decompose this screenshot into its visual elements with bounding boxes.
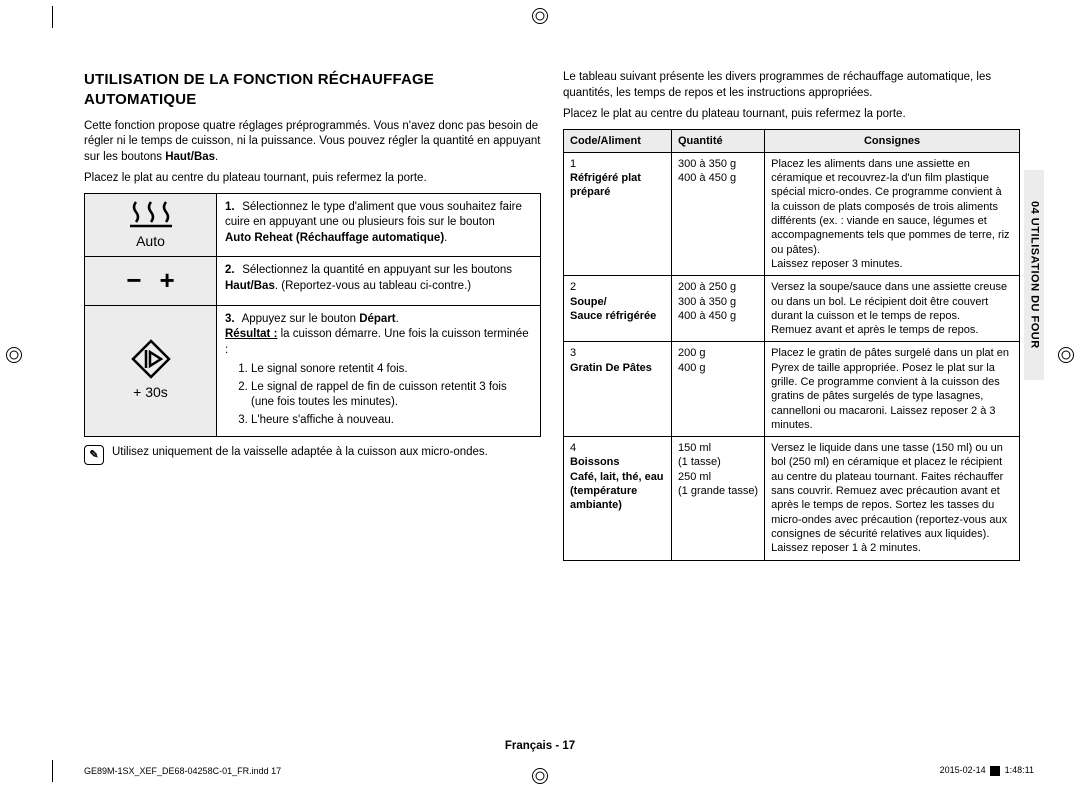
registration-mark-left: [6, 347, 22, 363]
start-label: + 30s: [133, 383, 168, 402]
instr-cell: Placez les aliments dans une assiette en…: [765, 152, 1020, 275]
minus-icon: −: [126, 263, 141, 298]
col-header-instr: Consignes: [765, 129, 1020, 152]
table-row: 2Soupe/Sauce réfrigérée200 à 250 g300 à …: [564, 276, 1020, 342]
programme-table-body: 1Réfrigéré plat préparé300 à 350 g400 à …: [564, 152, 1020, 560]
instr-cell: Placez le gratin de pâtes surgelé dans u…: [765, 342, 1020, 437]
qty-cell: 200 à 250 g300 à 350 g400 à 450 g: [672, 276, 765, 342]
footer-filename: GE89M-1SX_XEF_DE68-04258C-01_FR.indd 17: [84, 766, 281, 776]
right-intro-2: Placez le plat au centre du plateau tour…: [563, 107, 1020, 123]
page-number: Français - 17: [0, 740, 1080, 752]
table-row: 3Gratin De Pâtes200 g400 gPlacez le grat…: [564, 342, 1020, 437]
code-cell: 4BoissonsCafé, lait, thé, eau(températur…: [564, 437, 672, 560]
plus-minus-icon-cell: − +: [85, 257, 217, 305]
code-cell: 3Gratin De Pâtes: [564, 342, 672, 437]
left-column: UTILISATION DE LA FONCTION RÉCHAUFFAGE A…: [84, 70, 541, 748]
step-row-1: Auto 1. Sélectionnez le type d'aliment q…: [85, 193, 541, 257]
programme-table: Code/Aliment Quantité Consignes 1Réfrigé…: [563, 129, 1020, 561]
step-1-text: 1. Sélectionnez le type d'aliment que vo…: [217, 193, 541, 257]
qty-cell: 150 ml(1 tasse)250 ml(1 grande tasse): [672, 437, 765, 560]
auto-label: Auto: [93, 232, 208, 251]
registration-mark-top: [532, 8, 548, 24]
step-row-3: + 30s 3. Appuyez sur le bouton Départ. R…: [85, 305, 541, 437]
right-intro-1: Le tableau suivant présente les divers p…: [563, 70, 1020, 101]
qty-cell: 300 à 350 g400 à 450 g: [672, 152, 765, 275]
step-2-text: 2. Sélectionnez la quantité en appuyant …: [217, 257, 541, 305]
registration-mark-right: [1058, 347, 1074, 363]
qty-cell: 200 g400 g: [672, 342, 765, 437]
footer-timestamp: 2015-02-14 1:48:11: [940, 765, 1034, 776]
note-row: ✎ Utilisez uniquement de la vaisselle ad…: [84, 445, 541, 465]
right-column: Le tableau suivant présente les divers p…: [563, 70, 1042, 748]
steam-icon: [124, 200, 178, 228]
step-3-text: 3. Appuyez sur le bouton Départ. Résulta…: [217, 305, 541, 437]
manual-page: UTILISATION DE LA FONCTION RÉCHAUFFAGE A…: [0, 0, 1080, 788]
instr-cell: Versez la soupe/sauce dans une assiette …: [765, 276, 1020, 342]
start-icon: [131, 339, 171, 379]
intro-paragraph: Cette fonction propose quatre réglages p…: [84, 119, 541, 166]
col-header-qty: Quantité: [672, 129, 765, 152]
auto-reheat-icon-cell: Auto: [85, 193, 217, 257]
col-header-code: Code/Aliment: [564, 129, 672, 152]
table-row: 1Réfrigéré plat préparé300 à 350 g400 à …: [564, 152, 1020, 275]
note-icon: ✎: [84, 445, 104, 465]
table-row: 4BoissonsCafé, lait, thé, eau(températur…: [564, 437, 1020, 560]
steps-table: Auto 1. Sélectionnez le type d'aliment q…: [84, 193, 541, 438]
intro-instruction: Placez le plat au centre du plateau tour…: [84, 171, 541, 187]
note-text: Utilisez uniquement de la vaisselle adap…: [112, 445, 488, 461]
step-row-2: − + 2. Sélectionnez la quantité en appuy…: [85, 257, 541, 305]
result-sublist: Le signal sonore retentit 4 fois. Le sig…: [225, 362, 532, 428]
plus-icon: +: [160, 263, 175, 298]
code-cell: 2Soupe/Sauce réfrigérée: [564, 276, 672, 342]
crop-mark: [52, 6, 53, 28]
crop-mark: [52, 760, 53, 782]
instr-cell: Versez le liquide dans une tasse (150 ml…: [765, 437, 1020, 560]
registration-mark-bottom: [532, 768, 548, 784]
start-icon-cell: + 30s: [85, 305, 217, 437]
section-title: UTILISATION DE LA FONCTION RÉCHAUFFAGE A…: [84, 70, 541, 111]
side-tab: 04 UTILISATION DU FOUR: [1024, 170, 1044, 380]
clock-icon: [990, 766, 1000, 776]
code-cell: 1Réfrigéré plat préparé: [564, 152, 672, 275]
content-area: UTILISATION DE LA FONCTION RÉCHAUFFAGE A…: [84, 70, 1042, 748]
